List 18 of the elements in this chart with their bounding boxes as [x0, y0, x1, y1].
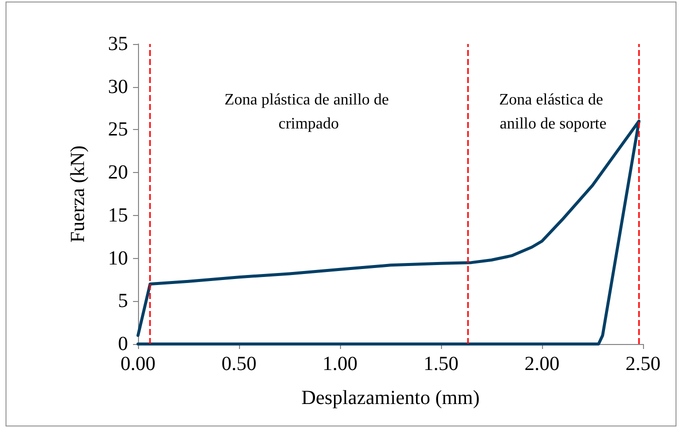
x-tick-label: 2.00 [524, 353, 560, 375]
y-tick-label: 35 [108, 33, 128, 55]
x-tick-label: 1.00 [322, 353, 358, 375]
x-tick-label: 0.00 [120, 353, 156, 375]
y-tick-label: 30 [108, 76, 128, 98]
annotation: Zona elástica de anillo de soporte [499, 92, 608, 132]
y-tick-label: 20 [108, 162, 128, 184]
y-tick-label: 0 [118, 333, 128, 355]
y-tick-label: 25 [108, 118, 128, 141]
x-tick-label: 2.50 [626, 353, 660, 375]
y-tick-label: 5 [118, 290, 128, 312]
x-tick-label: 0.50 [222, 353, 256, 375]
x-tick-label: 1.50 [424, 353, 458, 375]
x-axis-title: Desplazamiento (mm) [301, 387, 480, 409]
y-axis-title: Fuerza (kN) [67, 145, 89, 243]
y-tick-label: 15 [108, 204, 128, 226]
annotation: Zona plástica de anillo de crimpado [224, 92, 393, 132]
y-tick-label: 10 [108, 247, 128, 270]
